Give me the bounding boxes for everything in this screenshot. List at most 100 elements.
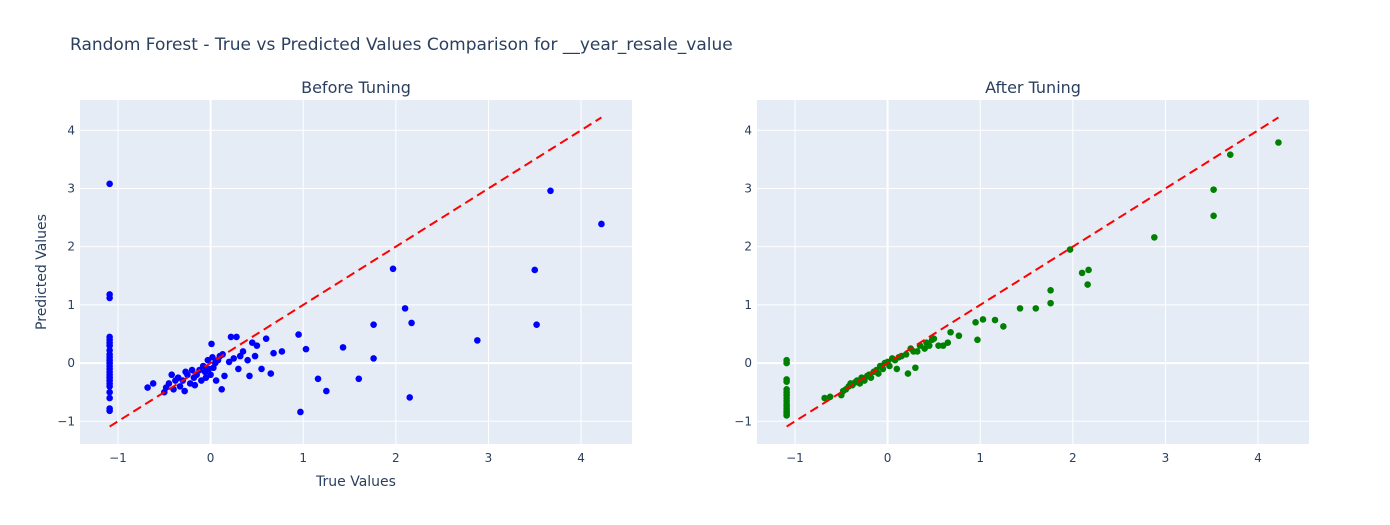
data-point (826, 393, 834, 401)
data-point (355, 375, 363, 383)
data-point (278, 348, 286, 355)
data-point (783, 412, 790, 419)
data-point (106, 342, 113, 349)
data-point (930, 335, 938, 342)
data-point (191, 381, 199, 389)
data-point (314, 375, 322, 383)
x-axis-label: True Values (315, 474, 396, 490)
x-tick-label: 4 (1254, 451, 1262, 465)
y-tick-label: 2 (67, 240, 75, 254)
y-axis-label: Predicted Values (34, 214, 50, 330)
data-point (1085, 266, 1092, 274)
y-tick-label: 2 (744, 240, 752, 254)
data-point (1210, 212, 1217, 220)
data-point (879, 365, 887, 373)
x-tick-label: 1 (976, 451, 984, 465)
x-tick-label: −1 (109, 451, 127, 465)
data-point (235, 365, 242, 373)
data-point (875, 370, 882, 377)
reference-line (109, 116, 602, 428)
y-tick-label: 1 (744, 298, 752, 312)
subplot-title-after: After Tuning (985, 78, 1081, 97)
data-point (944, 339, 952, 347)
data-point (893, 365, 901, 373)
y-tick-label: 3 (744, 181, 752, 195)
data-point (1275, 139, 1282, 146)
y-tick-label: −1 (57, 414, 75, 428)
data-point (106, 383, 113, 390)
data-point (370, 355, 377, 362)
y-tick-label: 4 (744, 123, 752, 137)
data-point (1151, 234, 1158, 241)
data-point (199, 362, 207, 370)
figure-title: Random Forest - True vs Predicted Values… (70, 35, 733, 55)
data-point (1016, 305, 1024, 312)
data-point (297, 408, 304, 416)
data-point (925, 342, 933, 349)
data-point (323, 387, 330, 395)
data-point (181, 387, 188, 395)
data-point (295, 331, 302, 338)
data-point (239, 348, 247, 355)
x-tick-label: 4 (577, 451, 585, 465)
data-point (209, 353, 216, 361)
x-tick-label: 2 (392, 451, 400, 465)
data-point (886, 362, 893, 370)
data-point (176, 383, 184, 390)
data-point (208, 340, 215, 348)
data-point (168, 371, 175, 379)
data-point (408, 319, 415, 327)
data-point (106, 388, 113, 396)
data-point (867, 374, 875, 381)
data-point (165, 380, 173, 387)
data-point (1000, 323, 1007, 330)
data-point (106, 180, 113, 188)
data-point (1210, 186, 1217, 193)
data-point (821, 394, 828, 402)
data-point (547, 187, 554, 195)
data-point (902, 351, 910, 358)
x-tick-label: 3 (1162, 451, 1170, 465)
data-point (1047, 287, 1054, 294)
data-point (531, 266, 539, 274)
data-point (1226, 151, 1234, 159)
data-point (935, 342, 942, 349)
data-point (974, 336, 981, 344)
data-point (913, 348, 921, 355)
data-point (184, 371, 191, 379)
data-point (1032, 305, 1040, 312)
data-point (783, 378, 790, 386)
x-tick-label: −1 (786, 451, 804, 465)
y-tick-label: −1 (734, 414, 752, 428)
y-tick-label: 4 (67, 123, 75, 137)
data-point (1078, 269, 1086, 277)
data-point (406, 394, 414, 401)
subplot-title-before: Before Tuning (301, 78, 411, 97)
y-tick-label: 3 (67, 181, 75, 195)
data-point (253, 342, 261, 349)
data-point (251, 352, 259, 360)
data-point (979, 316, 987, 323)
data-point (533, 321, 540, 328)
x-tick-label: 0 (207, 451, 215, 465)
data-point (972, 319, 979, 326)
plot-after-tuning: −1 0 1 2 3 4 −1 0 1 2 3 4 (734, 100, 1309, 465)
data-point (225, 358, 233, 366)
data-point (370, 321, 377, 328)
data-point (474, 337, 481, 344)
data-point (389, 265, 397, 273)
x-tick-label: 0 (884, 451, 892, 465)
data-point (401, 305, 409, 312)
x-tick-label: 3 (485, 451, 493, 465)
data-point (218, 385, 226, 393)
reference-line (786, 116, 1279, 428)
data-point (207, 371, 214, 379)
data-point (106, 394, 113, 402)
data-point (230, 355, 238, 362)
data-point (221, 372, 228, 380)
data-point (246, 372, 253, 380)
x-tick-label: 2 (1069, 451, 1077, 465)
data-point (302, 345, 310, 353)
data-point (598, 220, 605, 228)
